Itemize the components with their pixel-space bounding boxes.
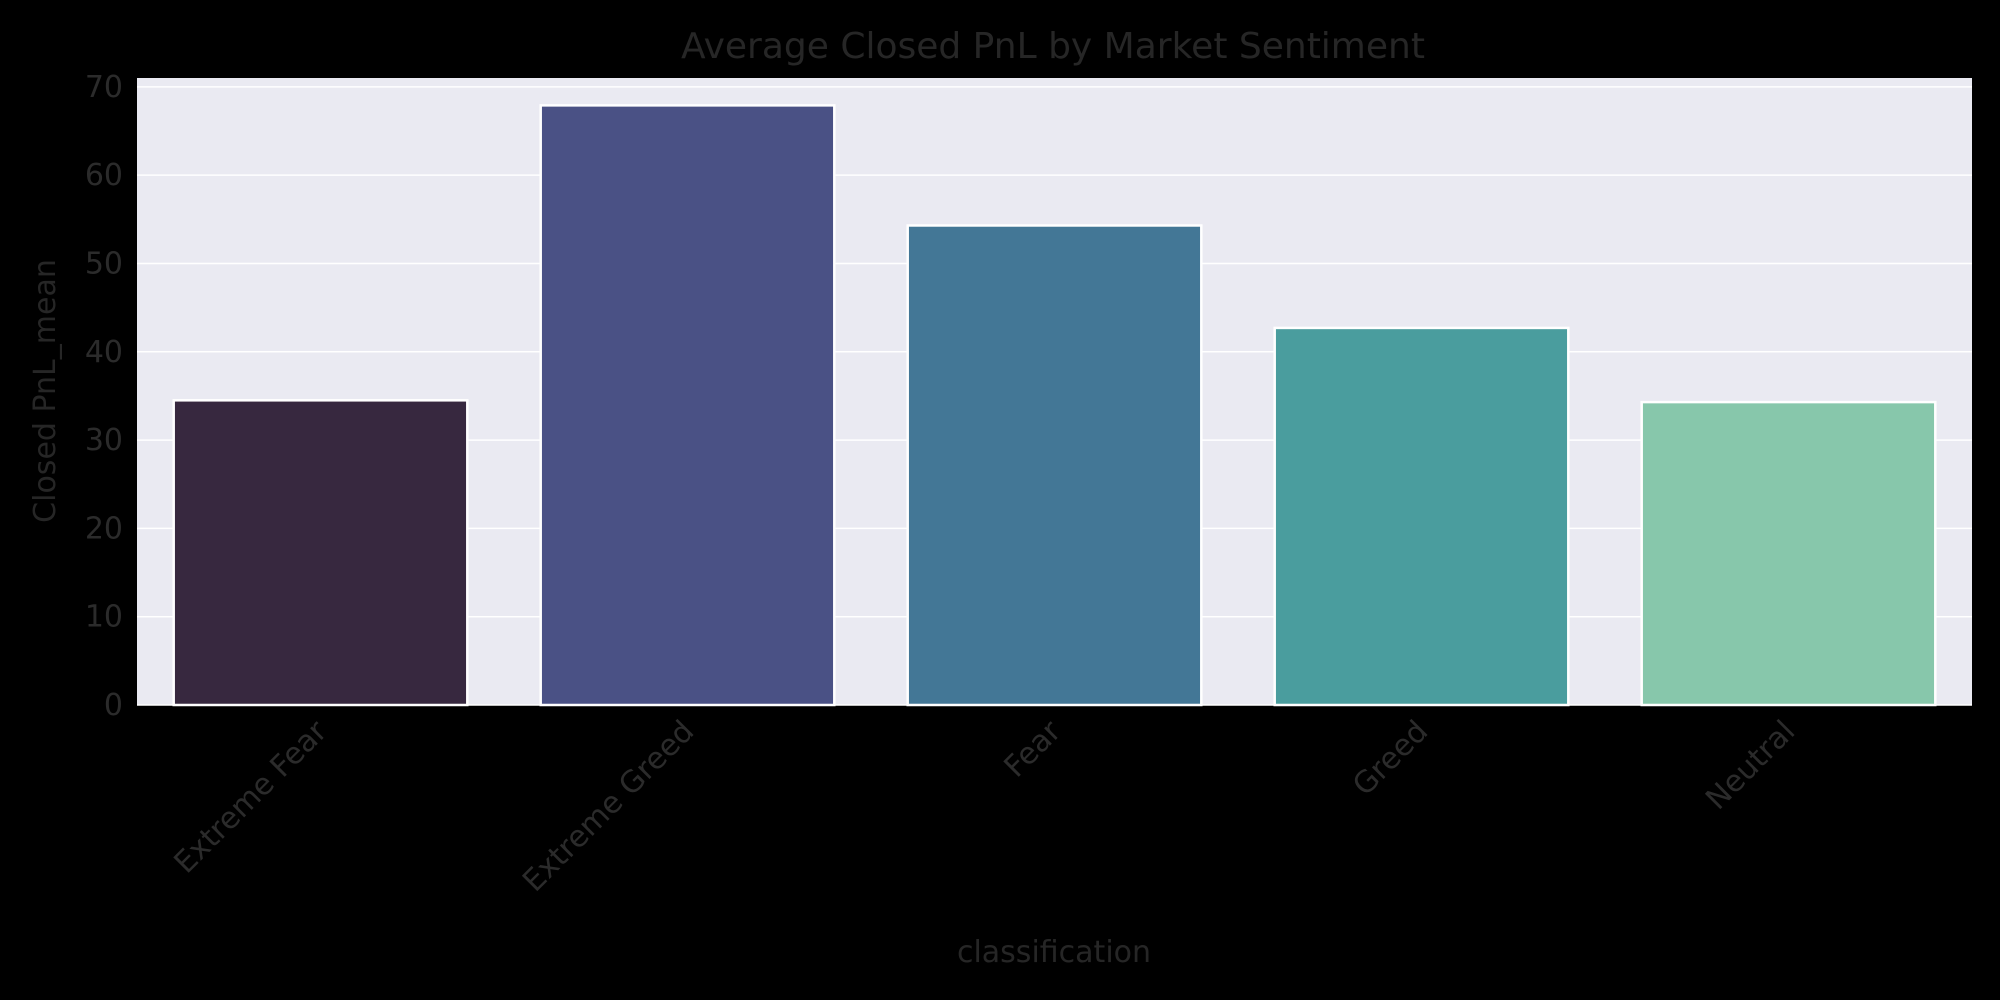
bar-greed bbox=[1273, 326, 1570, 707]
bar-neutral bbox=[1640, 400, 1937, 707]
y-tick-label: 60 bbox=[85, 158, 123, 193]
y-tick-label: 30 bbox=[85, 423, 123, 458]
x-tick-label: Extreme Greed bbox=[516, 714, 701, 899]
bar-fear bbox=[906, 224, 1203, 707]
x-axis-label: classification bbox=[957, 935, 1151, 970]
y-tick-label: 20 bbox=[85, 511, 123, 546]
x-tick-label: Extreme Fear bbox=[168, 713, 335, 880]
x-tick-labels: Extreme Fear Extreme Greed Fear Greed Neutra… bbox=[168, 713, 1803, 899]
bar-extreme-greed bbox=[539, 104, 836, 707]
y-tick-label: 0 bbox=[104, 688, 123, 723]
y-tick-label: 40 bbox=[85, 335, 123, 370]
x-tick-label: Neutral bbox=[1699, 714, 1802, 817]
y-tick-label: 50 bbox=[85, 246, 123, 281]
x-tick-label: Greed bbox=[1346, 714, 1435, 803]
bars bbox=[172, 104, 1937, 707]
x-tick-label: Fear bbox=[998, 713, 1069, 784]
y-tick-label: 10 bbox=[85, 600, 123, 635]
bar-extreme-fear bbox=[172, 399, 469, 707]
chart-title: Average Closed PnL by Market Sentiment bbox=[681, 26, 1425, 67]
y-tick-labels: 0 10 20 30 40 50 60 70 bbox=[85, 70, 123, 723]
y-tick-label: 70 bbox=[85, 70, 123, 105]
y-axis-label: Closed PnL_mean bbox=[28, 259, 63, 523]
